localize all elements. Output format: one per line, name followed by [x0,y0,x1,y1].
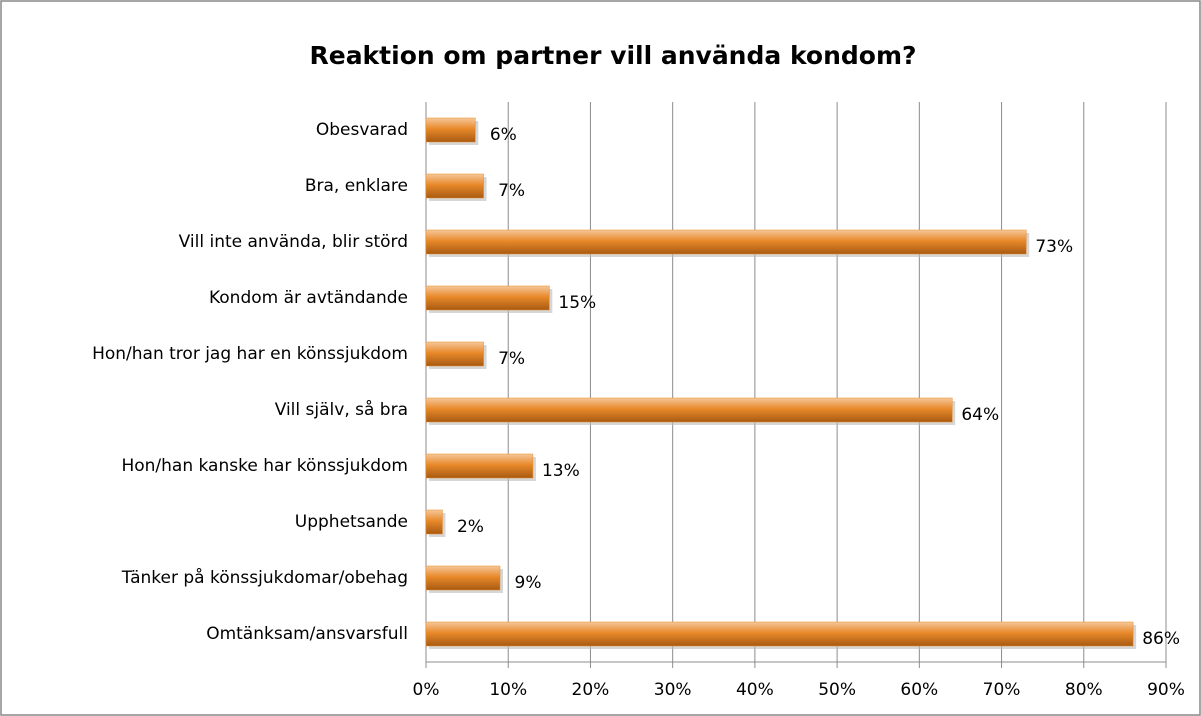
bar [425,397,953,423]
bar [425,285,550,311]
bar [425,509,443,535]
y-tick-label: Vill själv, så bra [275,399,408,420]
data-label: 15% [558,293,596,313]
data-label: 86% [1142,629,1180,649]
bar [425,229,1027,255]
bar [425,621,1134,647]
y-tick-label: Kondom är avtändande [209,288,408,308]
y-tick-label: Omtänksam/ansvarsfull [206,624,408,644]
bar [425,565,501,591]
y-tick-label: Tänker på könssjukdomar/obehag [121,567,408,588]
x-tick-label: 90% [1147,680,1185,700]
x-tick-label: 20% [572,680,610,700]
x-tick-label: 30% [654,680,692,700]
x-tick-label: 10% [489,680,527,700]
x-tick-label: 80% [1065,680,1103,700]
y-tick-label: Bra, enklare [305,176,408,196]
bar [425,341,484,367]
y-tick-label: Upphetsande [295,512,408,532]
x-tick-label: 70% [983,680,1021,700]
data-label: 64% [961,405,999,425]
y-tick-label: Hon/han kanske har könssjukdom [121,456,408,476]
data-label: 6% [490,125,517,145]
data-label: 9% [515,573,542,593]
y-tick-label: Vill inte använda, blir störd [179,232,408,252]
x-tick-label: 40% [736,680,774,700]
y-tick-label: Obesvarad [316,120,408,140]
x-tick-label: 0% [413,680,440,700]
data-label: 2% [457,517,484,537]
bar [425,173,484,199]
y-tick-label: Hon/han tror jag har en könssjukdom [92,344,408,364]
data-label: 13% [542,461,580,481]
data-label: 73% [1035,237,1073,257]
data-label: 7% [498,349,525,369]
data-label: 7% [498,181,525,201]
bar [425,453,534,479]
bar [425,117,476,143]
x-tick-label: 50% [818,680,856,700]
x-tick-label: 60% [900,680,938,700]
chart-title: Reaktion om partner vill använda kondom? [309,41,916,70]
